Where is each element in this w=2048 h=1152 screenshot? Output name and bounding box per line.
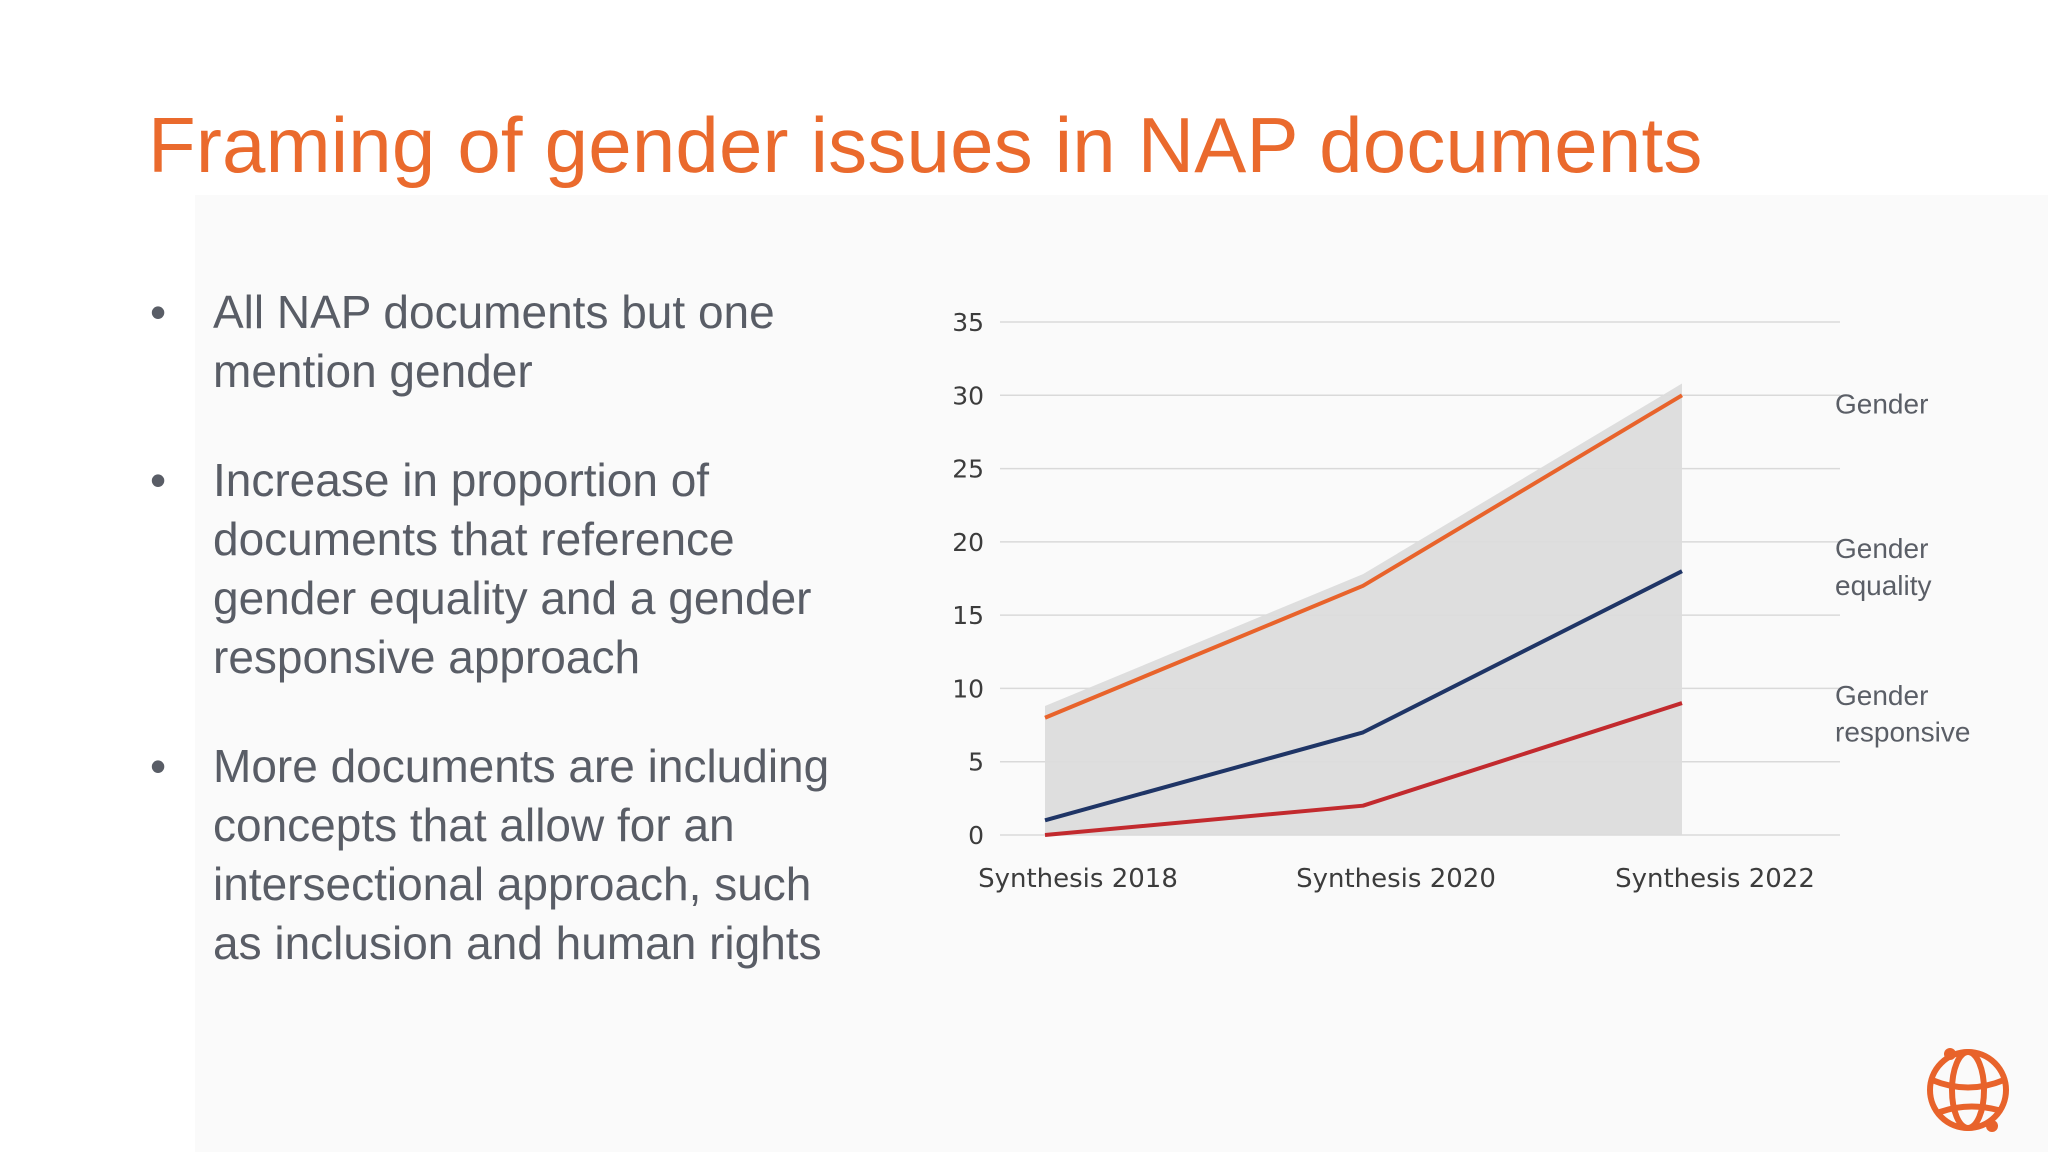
globe-icon bbox=[1927, 1048, 2009, 1132]
bullet-line: Increase in proportion of bbox=[213, 454, 710, 506]
bullet-item: • Increase in proportion of documents th… bbox=[150, 451, 890, 687]
bullet-line: concepts that allow for an bbox=[213, 799, 735, 851]
series-label-gender_equality: equality bbox=[1835, 570, 1932, 601]
y-tick-label: 20 bbox=[952, 528, 984, 557]
series-label-gender_equality: Gender bbox=[1835, 533, 1928, 564]
y-tick-label: 5 bbox=[968, 748, 984, 777]
bullet-line: mention gender bbox=[213, 345, 533, 397]
series-line-gender bbox=[1044, 393, 1684, 720]
x-tick-label: Synthesis 2020 bbox=[1296, 864, 1496, 894]
bullet-line: as inclusion and human rights bbox=[213, 917, 822, 969]
series-label-gender_responsive: responsive bbox=[1835, 716, 1970, 747]
y-tick-label: 30 bbox=[952, 381, 984, 410]
series-label-gender_responsive: Gender bbox=[1835, 680, 1928, 711]
bullet-item: • All NAP documents but one mention gend… bbox=[150, 283, 890, 401]
y-tick-label: 0 bbox=[968, 821, 984, 850]
bullet-marker: • bbox=[150, 286, 167, 338]
series-label-gender: Gender bbox=[1835, 388, 1928, 419]
y-tick-label: 10 bbox=[952, 674, 984, 703]
series-line-gender_responsive bbox=[1044, 701, 1683, 837]
bullet-list: • All NAP documents but one mention gend… bbox=[150, 283, 890, 1023]
y-tick-label: 25 bbox=[952, 455, 984, 484]
x-tick-label: Synthesis 2018 bbox=[978, 864, 1178, 894]
chart-svg: 0 5 10 15 20 25 30 35 Synthesis 2018 Synthesis 20… bbox=[952, 308, 1970, 894]
bullet-line: More documents are including bbox=[213, 740, 830, 792]
shaded-area bbox=[1045, 383, 1682, 835]
bullet-marker: • bbox=[150, 740, 167, 792]
bullet-line: documents that reference bbox=[213, 513, 735, 565]
slide-title: Framing of gender issues in NAP document… bbox=[148, 101, 1703, 189]
series-line-gender_equality bbox=[1044, 569, 1683, 823]
line-chart: 0 5 10 15 20 25 30 35 Synthesis 2018 Synthesis 20… bbox=[920, 270, 1980, 930]
x-tick-label: Synthesis 2022 bbox=[1615, 864, 1815, 894]
slide-background bbox=[195, 195, 2048, 1152]
y-tick-label: 15 bbox=[952, 601, 984, 630]
bullet-line: intersectional approach, such bbox=[213, 858, 812, 910]
bullet-line: gender equality and a gender bbox=[213, 572, 812, 624]
bullet-marker: • bbox=[150, 454, 167, 506]
y-tick-label: 35 bbox=[952, 308, 984, 337]
bullet-item: • More documents are including concepts … bbox=[150, 737, 890, 973]
bullet-line: All NAP documents but one bbox=[213, 286, 775, 338]
bullet-line: responsive approach bbox=[213, 631, 641, 683]
